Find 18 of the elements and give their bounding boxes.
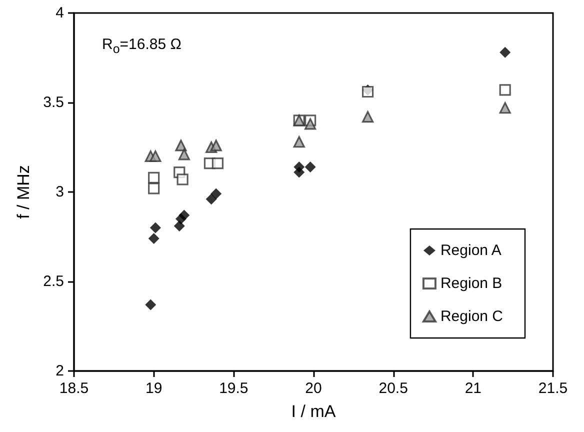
y-tick-label: 3.5 (43, 94, 64, 111)
x-tick-label: 18.5 (59, 380, 89, 397)
y-tick-label: 2.5 (43, 273, 64, 290)
x-tick-label: 21 (464, 380, 482, 397)
x-tick-label: 21.5 (538, 380, 568, 397)
y-tick-label: 4 (56, 4, 64, 22)
x-tick-label: 19.5 (219, 380, 248, 397)
legend-label: Region B (440, 275, 502, 292)
y-tick-label: 2 (56, 362, 64, 380)
legend-label: Region A (440, 242, 502, 259)
x-tick-label: 19 (145, 380, 162, 397)
y-tick-label: 3 (56, 184, 64, 200)
legend-label: Region C (440, 308, 504, 325)
x-tick-label: 20.5 (378, 380, 408, 397)
x-axis-title: I / mA (291, 402, 336, 421)
x-tick-label: 20 (305, 380, 322, 397)
annotation: R$_{o}$=16.85 Ω (102, 36, 182, 56)
y-axis-title: f / MHz (14, 165, 34, 219)
